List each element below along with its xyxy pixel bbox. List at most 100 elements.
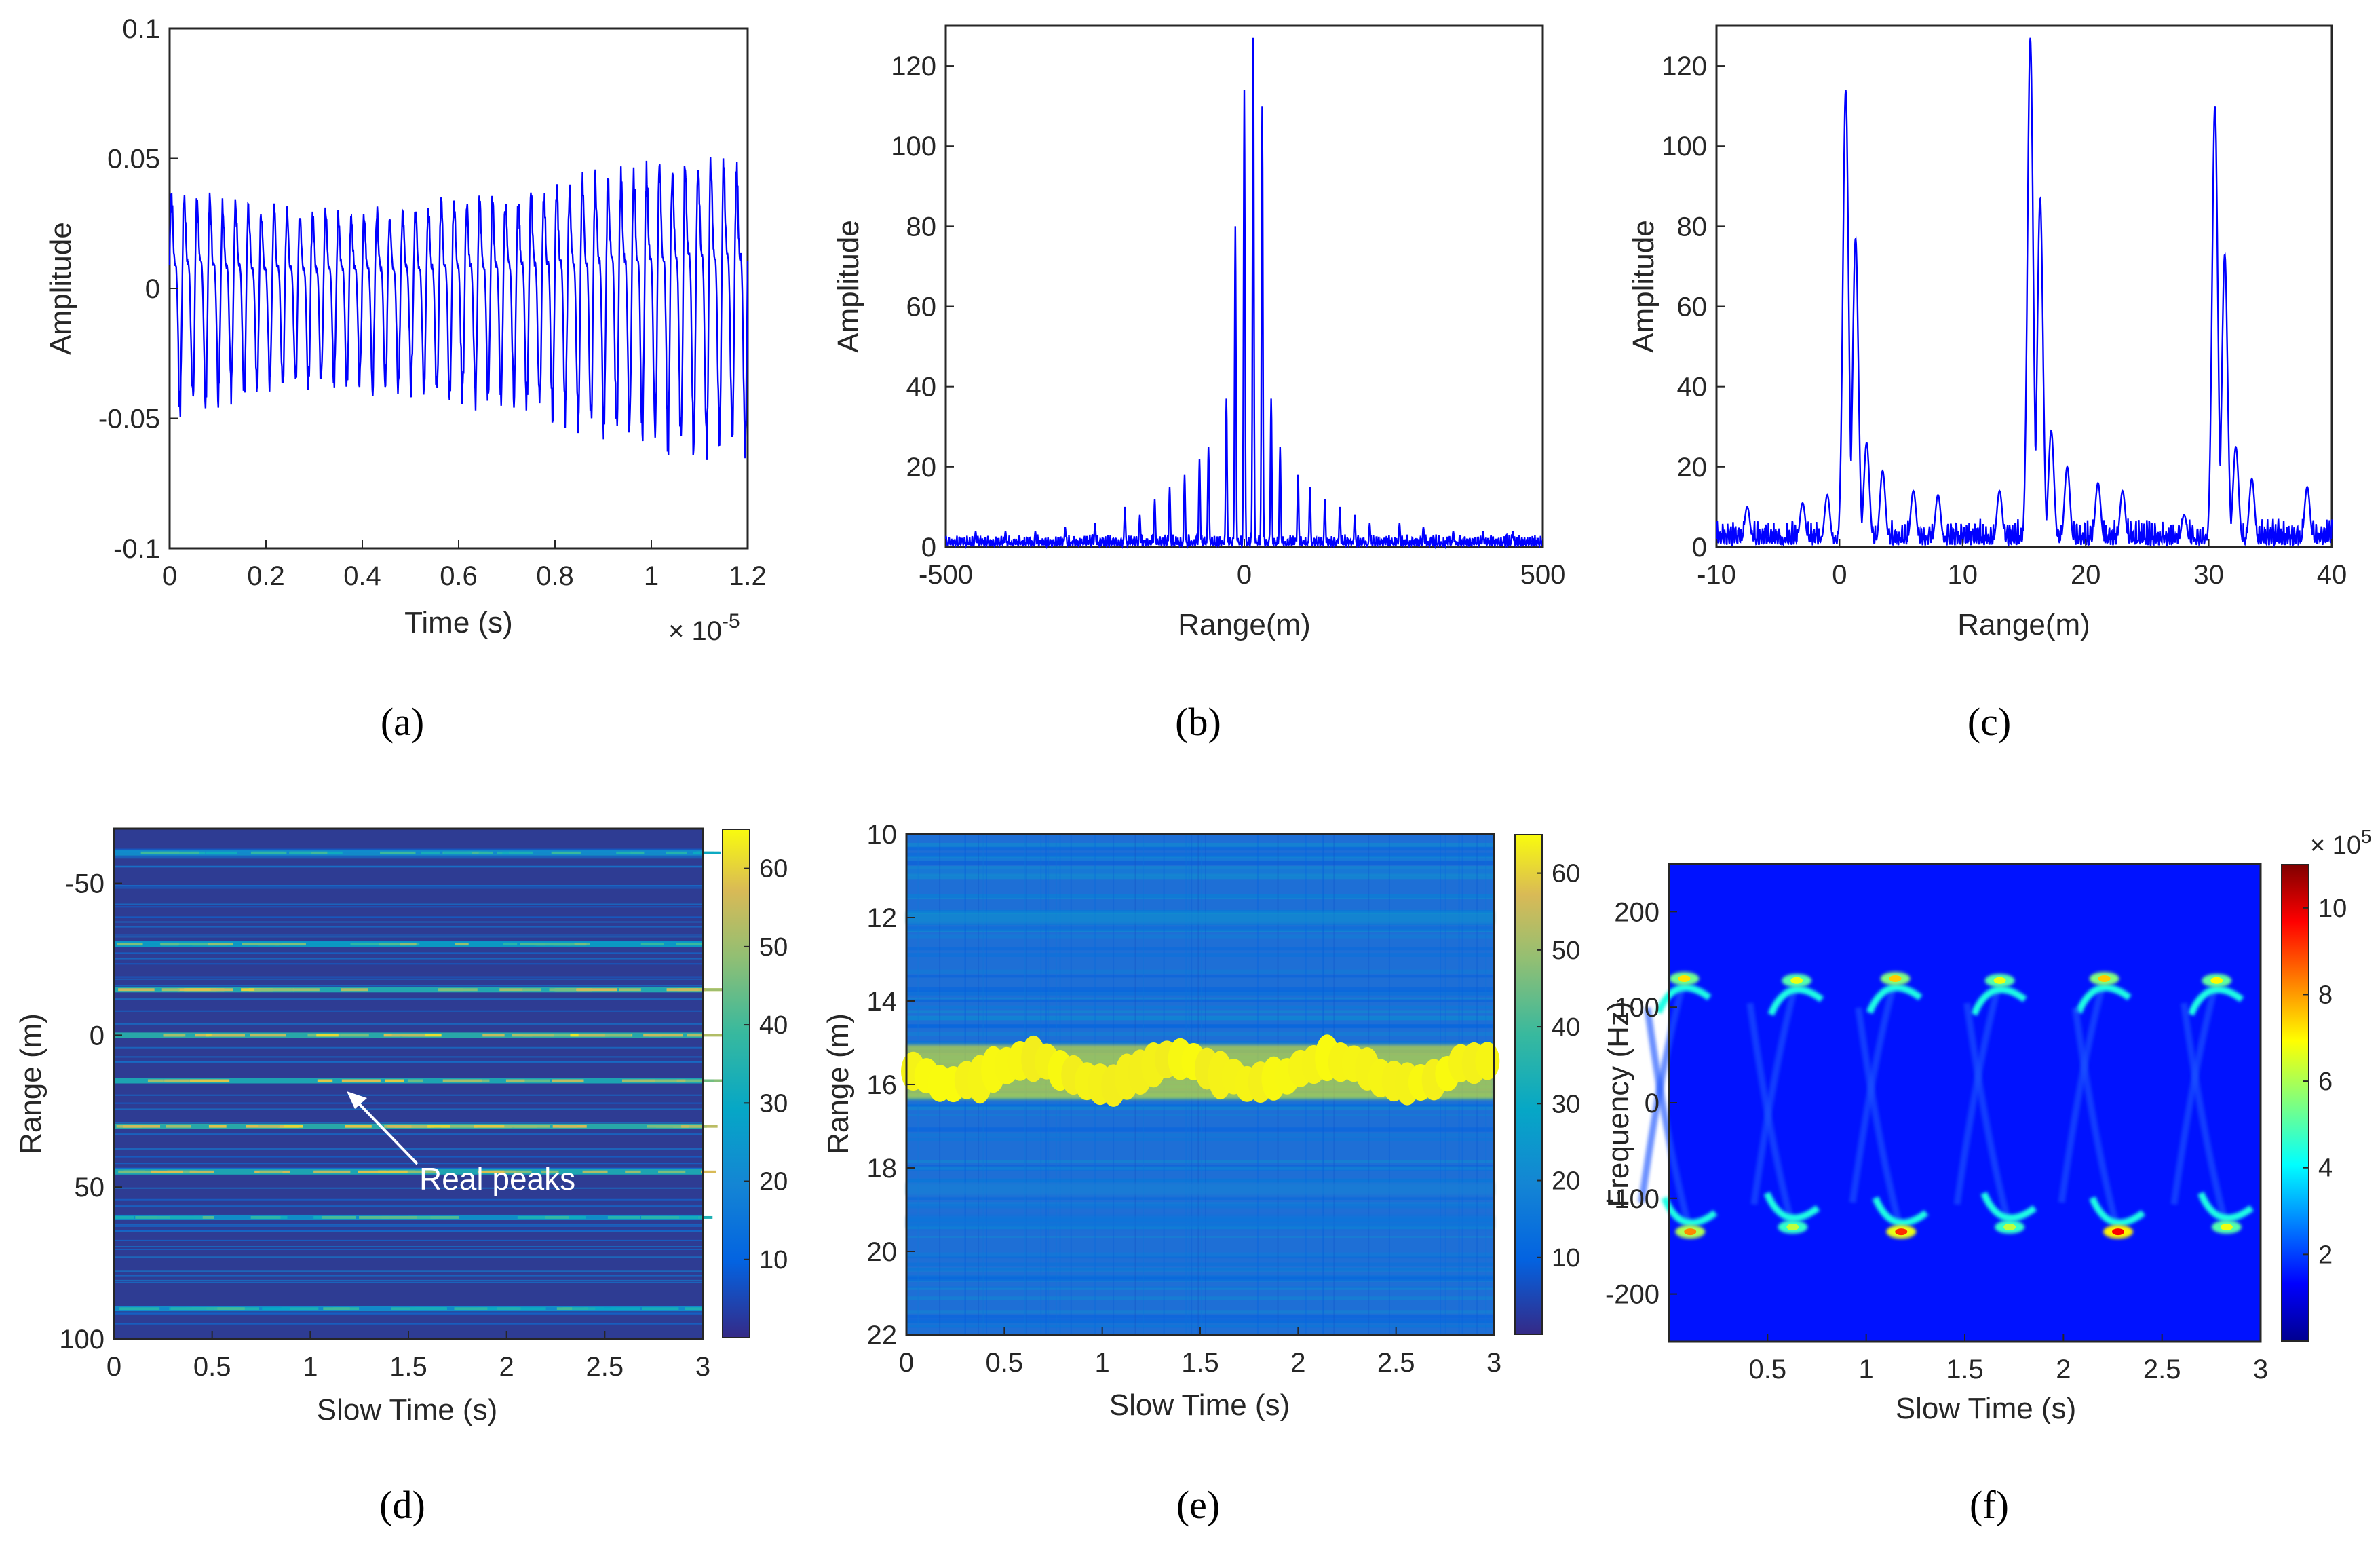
panel-d-stripe-segment xyxy=(119,1307,160,1310)
panel-e-ylabel: Range (m) xyxy=(822,1013,855,1154)
panel-b-xtick-label: 0 xyxy=(1237,560,1252,590)
panel-e-ytick-label: 12 xyxy=(867,903,898,933)
panel-d-stripe-segment xyxy=(549,988,577,992)
panel-f-signature-arc xyxy=(2197,1192,2254,1222)
panel-d-stripe-segment xyxy=(693,851,721,854)
panel-d-stripe-segment xyxy=(524,1079,550,1082)
panel-d-stripe-segment xyxy=(552,1079,584,1082)
panel-d-stripe-segment xyxy=(421,851,440,854)
panel-d-colorbar-tick-label: 20 xyxy=(759,1168,788,1196)
panel-a-series-line xyxy=(168,157,749,460)
panel-a-xlabel: Time (s) xyxy=(404,606,513,639)
panel-e-ticks: 0 0.5 1 1.5 2 2.5 3 10 12 14 16 18 20 22 xyxy=(867,820,1502,1378)
panel-f-xtick-label: 3 xyxy=(2253,1355,2268,1384)
panel-a-frame xyxy=(168,27,749,550)
panel-e-colorbar-tick-label: 50 xyxy=(1552,937,1580,965)
panel-d-stripe-segment xyxy=(517,1215,550,1219)
panel-d-stripe-segment xyxy=(193,1215,214,1219)
panel-d-stripe-segment xyxy=(695,988,727,992)
panel-d-stripe-segment xyxy=(625,1170,641,1173)
panel-d-stripe-segment xyxy=(455,943,469,946)
panel-d-stripe-segment xyxy=(277,1125,299,1128)
panel-e-ytick-label: 20 xyxy=(867,1237,898,1267)
panel-f-signature-core xyxy=(1993,977,2006,984)
panel-f-ytick-label: -100 xyxy=(1605,1184,1659,1214)
panel-d-stripe-segment xyxy=(359,1215,389,1219)
panel-d-colorbar-tick-label: 10 xyxy=(759,1246,788,1275)
panel-f-xtick-label: 2.5 xyxy=(2143,1355,2181,1384)
panel-f-colorbar-exponent-base: × 10 xyxy=(2310,831,2361,860)
panel-d-stripe-segment xyxy=(250,1034,286,1037)
panel-d-ytick-label: 50 xyxy=(75,1173,105,1203)
panel-d-stripe-segment xyxy=(184,988,225,992)
panel-d-ytick-label: 100 xyxy=(59,1325,104,1355)
panel-d-stripe-segment xyxy=(562,1307,588,1310)
panel-e-xtick-label: 0.5 xyxy=(986,1348,1024,1378)
panel-b-caption: (b) xyxy=(1175,700,1221,744)
panel-d-stripe-segment xyxy=(503,943,518,946)
panel-f-signature-trail xyxy=(2180,1002,2230,1228)
panel-f-signature-core xyxy=(2098,975,2111,982)
panel-e-colorbar xyxy=(1514,834,1543,1335)
panel-e-peak-blob xyxy=(1475,1042,1500,1080)
panel-d-stripe-segment xyxy=(505,1079,536,1082)
panel-d-stripe-segment xyxy=(474,1125,513,1128)
panel-d-stripe-segment xyxy=(687,1034,725,1037)
panel-d-stripe-segment xyxy=(497,1307,521,1310)
panel-d-stripe-segment xyxy=(166,1125,191,1128)
panel-d-stripe-segment xyxy=(607,1215,640,1219)
panel-f-signature-core xyxy=(2112,1228,2124,1236)
panel-d-stripe-segment xyxy=(149,1215,187,1219)
panel-f-signature-trail xyxy=(1746,1002,1797,1228)
panel-d: 0 0.5 1 1.5 2 2.5 3 -50 0 50 100 Real peaks 10 20 30… xyxy=(14,827,788,1527)
panel-f-ytick-label: 100 xyxy=(1614,993,1659,1023)
panel-d-stripe-segment xyxy=(522,1034,554,1037)
panel-d-stripe-segment xyxy=(407,1170,439,1173)
panel-d-stripe-segment xyxy=(262,1307,290,1310)
panel-c-xtick-label: 30 xyxy=(2193,560,2224,590)
panel-f-signature-trail xyxy=(1849,977,1899,1203)
panel-d-stripe-segment xyxy=(604,1034,632,1037)
panel-f-signature-arc xyxy=(2089,1196,2146,1226)
panel-d-stripe-segment xyxy=(123,1125,161,1128)
panel-d-stripe-segment xyxy=(195,1034,210,1037)
panel-d-stripe-segment xyxy=(410,1307,447,1310)
panel-a-ytick-label: 0.05 xyxy=(107,145,160,174)
panel-f-signature-arc xyxy=(1763,1192,1820,1222)
panel-d-stripe-segment xyxy=(556,1307,573,1310)
panel-b-xtick-label: -500 xyxy=(919,560,973,590)
panel-d-stripe-segment xyxy=(118,1170,157,1173)
panel-d-stripe-segment xyxy=(619,988,641,992)
panel-f-signature-arc xyxy=(1980,1192,2037,1222)
panel-d-stripe-segment xyxy=(642,1307,679,1310)
panel-a-xtick-label: 0.6 xyxy=(440,561,478,591)
panel-e-ytick-label: 22 xyxy=(867,1321,898,1351)
panel-d-stripe-segment xyxy=(558,1125,577,1128)
panel-d-stripe-segment xyxy=(630,851,645,854)
panel-d-stripe-segment xyxy=(341,988,368,992)
panel-f-xtick-label: 0.5 xyxy=(1749,1355,1787,1384)
panel-f-signature-arc xyxy=(1872,1196,1929,1226)
panel-b-ylabel: Amplitude xyxy=(832,220,865,353)
panel-b-xtick-label: 500 xyxy=(1520,560,1566,590)
panel-d-stripe-segment xyxy=(438,988,478,992)
panel-a-ytick-label: 0 xyxy=(145,274,160,304)
panel-c-ytick-label: 80 xyxy=(1677,212,1708,242)
panel-d-stripe-segment xyxy=(381,1215,417,1219)
panel-d-xtick-label: 3 xyxy=(695,1352,710,1382)
panel-d-stripe-segment xyxy=(290,851,311,854)
panel-f-colorbar-tick-label: 8 xyxy=(2318,981,2333,1009)
panel-d-stripe-segment xyxy=(274,943,306,946)
panel-d-stripe-segment xyxy=(161,988,180,992)
panel-c-ylabel: Amplitude xyxy=(1627,220,1660,353)
panel-d-stripe-segment xyxy=(640,943,664,946)
panel-f-xtick-label: 1 xyxy=(1859,1355,1874,1384)
panel-d-stripe-segment xyxy=(541,1170,559,1173)
panel-e-colorbar-ticks: 10 20 30 40 50 60 xyxy=(1537,860,1580,1272)
panel-d-stripe-segment xyxy=(351,943,366,946)
panel-a-xtick-label: 0.4 xyxy=(343,561,381,591)
panel-d-stripe-segment xyxy=(680,1079,714,1082)
panel-d-stripe-segment xyxy=(482,1034,505,1037)
